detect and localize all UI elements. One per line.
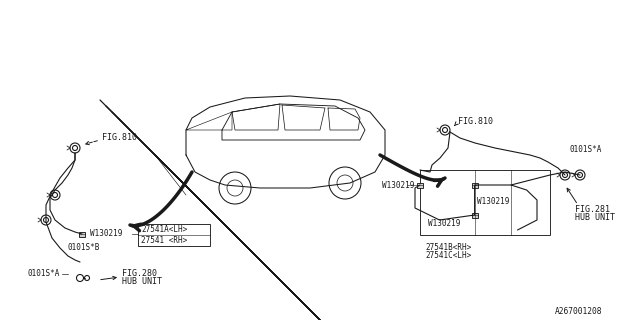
Text: FIG.810: FIG.810: [458, 117, 493, 126]
Bar: [472, 182, 477, 188]
Text: 27541C<LH>: 27541C<LH>: [425, 252, 471, 260]
Text: 27541A<LH>: 27541A<LH>: [141, 225, 188, 234]
Text: 27541B<RH>: 27541B<RH>: [425, 243, 471, 252]
Bar: [138, 224, 210, 246]
Text: 0101S*B: 0101S*B: [68, 244, 100, 252]
Text: W130219: W130219: [428, 219, 460, 228]
Text: 0101S*A: 0101S*A: [570, 146, 602, 155]
Text: HUB UNIT: HUB UNIT: [122, 277, 162, 286]
Text: FIG.281: FIG.281: [575, 205, 610, 214]
Bar: [472, 212, 477, 218]
Text: A267001208: A267001208: [555, 308, 602, 316]
Bar: [417, 182, 423, 188]
Bar: [79, 231, 85, 236]
Text: 0101S*A: 0101S*A: [28, 269, 60, 278]
Text: W130219: W130219: [90, 229, 122, 238]
Text: W130219: W130219: [382, 180, 414, 189]
Text: HUB UNIT: HUB UNIT: [575, 213, 615, 222]
Text: 27541 <RH>: 27541 <RH>: [141, 236, 188, 245]
Text: FIG.280: FIG.280: [122, 269, 157, 278]
Bar: [420, 170, 550, 235]
Text: W130219: W130219: [477, 197, 509, 206]
Text: FIG.810: FIG.810: [102, 133, 137, 142]
